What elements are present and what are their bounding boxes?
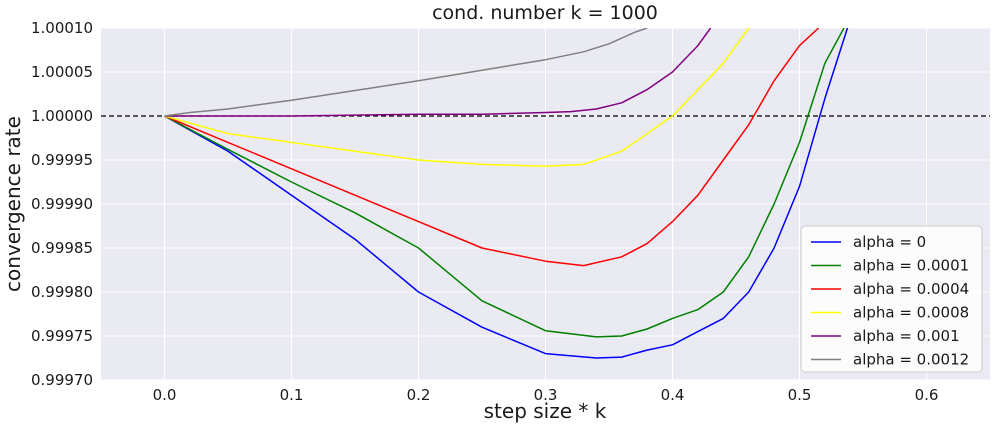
series-line-1 [164, 28, 849, 359]
chart-title: cond. number k = 1000 [432, 2, 658, 24]
series-line-2 [164, 28, 845, 338]
x-tick-label: 0.6 [915, 386, 939, 404]
legend-entry-label: alpha = 0 [853, 233, 926, 251]
legend-entry-label: alpha = 0.0004 [853, 280, 969, 298]
legend: alpha = 0 alpha = 0.0001 alpha = 0.0004 alp… [800, 225, 983, 373]
series-line-3 [164, 28, 820, 267]
series-line-6 [164, 28, 648, 117]
y-tick-label: 1.00010 [31, 19, 93, 37]
legend-entry-label: alpha = 0.001 [853, 327, 960, 345]
y-tick-label: 0.99995 [31, 151, 93, 169]
x-tick-label: 0.1 [280, 386, 304, 404]
y-tick-label: 0.99970 [31, 371, 93, 389]
y-tick-label: 0.99985 [31, 239, 93, 257]
x-axis-label: step size * k [484, 399, 607, 423]
legend-box [800, 225, 983, 373]
x-tick-label: 0.4 [661, 386, 685, 404]
x-tick-label: 0.3 [534, 386, 558, 404]
y-tick-label: 1.00000 [31, 107, 93, 125]
legend-entry-label: alpha = 0.0001 [853, 257, 969, 275]
legend-entry-label: alpha = 0.0008 [853, 304, 969, 322]
x-tick-label: 0.2 [407, 386, 431, 404]
y-axis-label: convergence rate [1, 116, 25, 292]
x-tick-label: 0.0 [153, 386, 177, 404]
y-tick-label: 1.00005 [31, 63, 93, 81]
series-line-5 [164, 28, 712, 117]
x-tick-label: 0.5 [788, 386, 812, 404]
y-tick-label: 0.99980 [31, 283, 93, 301]
series-line-4 [164, 28, 750, 167]
legend-entry-label: alpha = 0.0012 [853, 351, 969, 369]
y-tick-label: 0.99975 [31, 327, 93, 345]
y-tick-label: 0.99990 [31, 195, 93, 213]
